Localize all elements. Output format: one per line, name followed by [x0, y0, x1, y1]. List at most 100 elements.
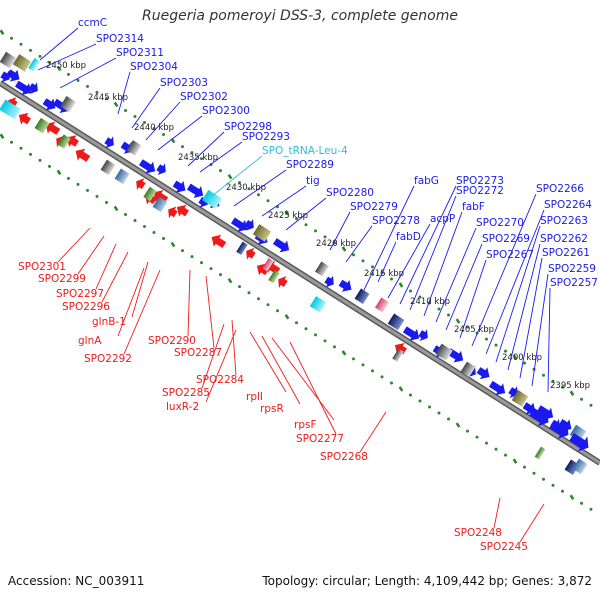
- feature-box: [0, 99, 21, 120]
- feature-box: [572, 458, 588, 475]
- feature-box: [314, 261, 330, 277]
- feature-box: [268, 269, 280, 284]
- top-leader-line: [157, 115, 203, 151]
- top-leader-line: [117, 71, 131, 115]
- map-title: Ruegeria pomeroyi DSS-3, complete genome: [142, 8, 458, 24]
- upper-ring-dot: [504, 349, 507, 353]
- lower-ring-dot: [190, 255, 194, 259]
- lower-ring-dot: [133, 219, 137, 222]
- bottom-leader-line: [231, 319, 237, 376]
- top-leader-line: [363, 185, 415, 291]
- feature-box: [57, 134, 71, 149]
- top-gene-label: SPO2259: [548, 263, 596, 275]
- lower-ring-major-tick: [170, 241, 176, 248]
- scale-label: 2425 kbp: [268, 211, 308, 221]
- top-leader-line: [285, 197, 327, 231]
- bottom-gene-label: SPO2245: [480, 541, 528, 553]
- upper-ring-dot: [266, 199, 270, 203]
- gene-arrow: [104, 136, 114, 149]
- lower-ring-dot: [238, 285, 241, 289]
- top-leader-line: [435, 227, 477, 323]
- bottom-leader-line: [123, 269, 161, 355]
- scale-ticks: [0, 29, 593, 511]
- gene-arrow: [488, 380, 506, 396]
- upper-ring-dot: [76, 78, 80, 82]
- top-gene-label: ccmC: [78, 17, 107, 29]
- top-gene-label: fabG: [414, 175, 439, 187]
- lower-ring-dot: [485, 441, 488, 445]
- feature-box: [387, 313, 405, 331]
- lower-ring-dot: [247, 291, 251, 295]
- gene-arrow: [529, 407, 549, 427]
- gene-arrow: [324, 275, 334, 288]
- lower-ring-dot: [390, 381, 393, 385]
- bottom-leader-line: [131, 261, 149, 318]
- top-gene-label: acpP: [430, 213, 455, 225]
- top-leader-line: [211, 155, 263, 197]
- upper-ring-dot: [10, 36, 13, 40]
- upper-ring-dot: [580, 397, 583, 401]
- upper-ring-dot: [371, 265, 374, 269]
- upper-ring-dot: [485, 337, 488, 341]
- bottom-gene-label: SPO2290: [148, 335, 196, 347]
- feature-box: [534, 446, 546, 460]
- lower-ring-dot: [371, 369, 374, 373]
- top-leader-line: [261, 185, 307, 217]
- top-leader-line: [445, 243, 483, 331]
- bottom-gene-label: glnA: [78, 335, 102, 347]
- lower-ring-dot: [200, 261, 203, 265]
- scale-label: 2430 kbp: [226, 183, 266, 193]
- top-gene-label: SPO2264: [544, 199, 592, 211]
- bottom-gene-label: SPO2301: [18, 261, 66, 273]
- bottom-gene-label: SPO2284: [196, 374, 244, 386]
- bottom-leader-line: [205, 275, 215, 349]
- upper-ring-dot: [124, 108, 127, 112]
- upper-ring-dot: [361, 259, 365, 263]
- scale-label: 2435 kbp: [178, 153, 218, 163]
- feature-box: [114, 168, 130, 185]
- top-leader-line: [39, 27, 79, 61]
- upper-ring-dot: [19, 42, 23, 46]
- bottom-gene-label: SPO2292: [84, 353, 132, 365]
- top-leader-line: [345, 225, 373, 263]
- feature-box: [374, 297, 390, 313]
- upper-ring-dot: [523, 361, 526, 365]
- scale-label: 2395 kbp: [550, 381, 590, 391]
- lower-ring-dot: [352, 357, 355, 361]
- bottom-gene-label: SPO2268: [320, 451, 368, 463]
- bottom-gene-label: luxR-2: [166, 401, 199, 413]
- top-leader-line: [459, 259, 487, 339]
- gene-arrow: [338, 279, 352, 292]
- lower-ring-dot: [19, 146, 23, 150]
- feature-box: [143, 186, 157, 202]
- gene-features: [0, 51, 589, 476]
- gene-arrow: [402, 326, 420, 341]
- lower-ring-dot: [504, 453, 507, 457]
- lower-ring-dot: [276, 309, 279, 313]
- upper-ring-major-tick: [284, 210, 290, 216]
- feature-box: [34, 117, 50, 134]
- lower-ring-major-tick: [227, 277, 233, 284]
- bottom-leader-line: [57, 227, 91, 263]
- genome-backbone: [0, 80, 600, 466]
- upper-ring-dot: [143, 121, 146, 125]
- top-gene-label: SPO2266: [536, 183, 584, 195]
- bottom-leader-line: [519, 503, 545, 543]
- gene-arrow: [569, 433, 589, 452]
- gene-arrow: [0, 70, 10, 83]
- upper-ring-major-tick: [341, 246, 347, 252]
- top-gene-label: SPO2311: [116, 47, 164, 59]
- gene-arrow: [272, 238, 290, 253]
- bottom-leader-line: [101, 251, 129, 303]
- top-leader-line: [547, 287, 551, 393]
- lower-ring-major-tick: [341, 350, 347, 356]
- upper-ring-dot: [95, 90, 99, 94]
- feature-box: [511, 390, 529, 407]
- lower-ring-dot: [447, 417, 450, 421]
- scale-labels: 2450 kbp 2445 kbp 2440 kbp 2435 kbp 2430 kbp…: [46, 61, 590, 391]
- upper-ring-dot: [589, 403, 593, 407]
- top-gene-label: SPO2280: [326, 187, 374, 199]
- bottom-gene-label: rpsF: [294, 419, 317, 431]
- top-gene-label: tig: [306, 175, 320, 187]
- upper-ring-dot: [162, 133, 165, 137]
